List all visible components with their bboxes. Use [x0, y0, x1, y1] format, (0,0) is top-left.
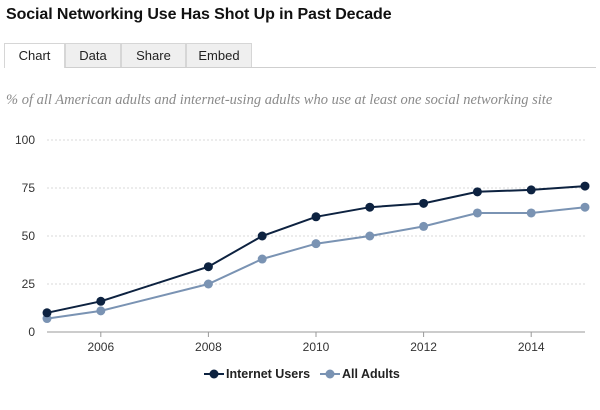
tab-bar: Chart Data Share Embed — [4, 43, 596, 68]
data-point-internet-users-2014 — [526, 185, 536, 195]
data-point-all-adults-2013 — [472, 208, 482, 218]
chart-subtitle: % of all American adults and internet-us… — [6, 92, 553, 108]
series-line-all-adults — [46, 206, 586, 320]
data-point-all-adults-2008 — [203, 279, 213, 289]
x-tick-label-2008: 2008 — [195, 340, 222, 354]
data-point-all-adults-2012 — [419, 221, 429, 231]
data-point-all-adults-2015 — [580, 202, 590, 212]
tab-data[interactable]: Data — [65, 43, 121, 67]
data-point-internet-users-2015 — [580, 181, 590, 191]
legend-dot-internet-users — [209, 369, 219, 379]
y-tick-label-0: 0 — [28, 325, 35, 339]
y-tick-label-25: 25 — [22, 277, 36, 291]
data-point-all-adults-2010 — [311, 239, 321, 249]
data-point-all-adults-2011 — [365, 231, 375, 241]
data-point-all-adults-2006 — [96, 306, 106, 316]
chart-legend: Internet Users All Adults — [0, 364, 600, 384]
y-tick-label-75: 75 — [22, 181, 36, 195]
tab-share[interactable]: Share — [121, 43, 186, 67]
data-point-internet-users-2013 — [472, 187, 482, 197]
legend-marker-all-adults — [320, 369, 340, 379]
series-line-internet-users — [46, 185, 586, 314]
data-point-internet-users-2010 — [311, 212, 321, 222]
tab-embed[interactable]: Embed — [186, 43, 252, 67]
data-point-internet-users-2005 — [42, 308, 52, 318]
x-tick-label-2014: 2014 — [518, 340, 545, 354]
data-point-internet-users-2006 — [96, 296, 106, 306]
data-point-internet-users-2009 — [257, 231, 267, 241]
legend-dot-all-adults — [325, 369, 335, 379]
y-tick-label-50: 50 — [22, 229, 36, 243]
data-point-internet-users-2011 — [365, 202, 375, 212]
legend-label-all-adults: All Adults — [342, 367, 400, 381]
data-point-internet-users-2008 — [203, 262, 213, 272]
y-tick-label-100: 100 — [15, 133, 35, 147]
tab-chart[interactable]: Chart — [4, 43, 65, 68]
x-tick-label-2012: 2012 — [410, 340, 437, 354]
data-point-all-adults-2009 — [257, 254, 267, 264]
x-tick-label-2010: 2010 — [303, 340, 330, 354]
legend-marker-internet-users — [204, 369, 224, 379]
legend-label-internet-users: Internet Users — [226, 367, 311, 381]
x-tick-label-2006: 2006 — [87, 340, 114, 354]
data-point-internet-users-2012 — [419, 198, 429, 208]
chart-title: Social Networking Use Has Shot Up in Pas… — [6, 6, 392, 23]
data-point-all-adults-2014 — [526, 208, 536, 218]
